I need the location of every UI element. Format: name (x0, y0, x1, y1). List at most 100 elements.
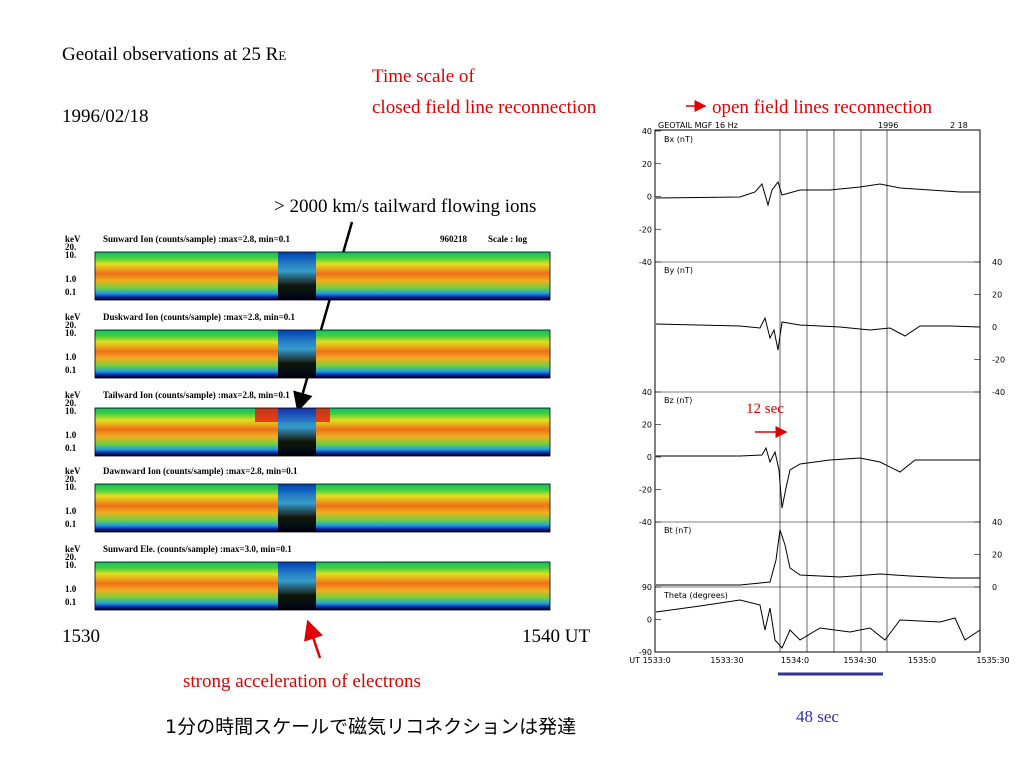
y-tick-label: 0 (992, 323, 997, 332)
note-48: 48 sec (796, 707, 839, 726)
y-tick-label: 0 (647, 453, 652, 462)
trace (655, 599, 981, 649)
unit-label: keV (65, 234, 81, 244)
panel-label: Tailward Ion (counts/sample) :max=2.8, m… (103, 390, 290, 400)
spectrum-burst (278, 562, 316, 610)
timescale-note: Time scale of (372, 66, 475, 87)
y-tick-label: 20 (992, 291, 1002, 300)
energy-tick: 1.0 (65, 506, 77, 516)
energy-tick: 1.0 (65, 584, 77, 594)
x-start: 1530 (62, 626, 100, 647)
spectrum-burst (278, 408, 316, 456)
energy-tick: 1.0 (65, 352, 77, 362)
title: Geotail observations at 25 RE (62, 44, 286, 65)
plot-frame (94, 251, 551, 301)
unit-label: keV (65, 390, 81, 400)
energy-tick: 20. (65, 320, 76, 330)
timescale-note: open field lines reconnection (712, 97, 933, 118)
energy-tick: 10. (65, 406, 76, 416)
energy-tick: 20. (65, 242, 76, 252)
y-tick-label: 40 (642, 127, 652, 136)
date: 1996/02/18 (62, 106, 149, 127)
spectrum-burst (278, 330, 316, 378)
plot-frame (94, 483, 551, 533)
unit-label: keV (65, 312, 81, 322)
energy-tick: 1.0 (65, 430, 77, 440)
timescale-note: closed field line reconnection (372, 97, 597, 118)
energy-tick: 0.1 (65, 597, 77, 607)
y-tick-label: -20 (992, 356, 1005, 365)
x-tick-label: UT 1533:0 (629, 656, 670, 665)
unit-label: keV (65, 544, 81, 554)
panel-extra: Scale : log (488, 234, 527, 244)
y-tick-label: -40 (639, 518, 652, 527)
spectrum (95, 330, 550, 378)
panel-extra: 960218 (440, 234, 468, 244)
energy-tick: 20. (65, 398, 76, 408)
electron-note: strong acceleration of electrons (183, 671, 421, 692)
y-tick-label: -90 (639, 648, 652, 657)
plot-frame (94, 329, 551, 379)
y-tick-label: 40 (992, 258, 1002, 267)
x-tick-label: 1535:0 (908, 656, 936, 665)
energy-tick: 0.1 (65, 443, 77, 453)
plot-frame (94, 407, 551, 457)
x-tick-label: 1534:0 (781, 656, 809, 665)
magnetometer: 12 sec 48 sec GEOTAIL MGF 16 Hz 1996 2 18 B… (629, 121, 1009, 726)
japanese-note: 1分の時間スケールで磁気リコネクションは発達 (165, 716, 576, 738)
panel-label: Sunward Ele. (counts/sample) :max=3.0, m… (103, 544, 292, 554)
spectrogram: keV Sunward Ion (counts/sample) :max=2.8,… (65, 234, 551, 611)
note-12: 12 sec (746, 401, 784, 417)
plot-frame (654, 129, 981, 653)
energy-tick: 0.1 (65, 519, 77, 529)
trace (656, 446, 980, 509)
energy-tick: 10. (65, 560, 76, 570)
ion-note: > 2000 km/s tailward flowing ions (274, 196, 536, 217)
y-tick-label: 90 (642, 583, 652, 592)
x-tick-label: 1534:30 (843, 656, 876, 665)
panel-label: Dawnward Ion (counts/sample) :max=2.8, m… (103, 466, 298, 476)
spectrum-burst (278, 484, 316, 532)
spectrum-burst (278, 252, 316, 300)
panel-label: Theta (degrees) (663, 591, 728, 600)
arrow (293, 221, 354, 413)
y-tick-label: 20 (992, 551, 1002, 560)
panel-label: Duskward Ion (counts/sample) :max=2.8, m… (103, 312, 296, 322)
y-tick-label: 0 (647, 616, 652, 625)
energy-tick: 10. (65, 250, 76, 260)
x-tick-label: 1535:30 (976, 656, 1009, 665)
y-tick-label: -20 (639, 225, 652, 234)
panel-label: Bz (nT) (664, 396, 692, 405)
spectrum (95, 484, 550, 532)
y-tick-label: 40 (992, 518, 1002, 527)
arrow (304, 619, 324, 659)
y-tick-label: 40 (642, 388, 652, 397)
spectrum (95, 562, 550, 610)
energy-tick: 20. (65, 552, 76, 562)
y-tick-label: -20 (639, 486, 652, 495)
panel-label: By (nT) (664, 266, 693, 275)
spectrum (95, 252, 550, 300)
panel-label: Bt (nT) (664, 526, 691, 535)
energy-tick: 10. (65, 482, 76, 492)
unit-label: keV (65, 466, 81, 476)
x-end: 1540 UT (522, 626, 590, 647)
trace (656, 529, 980, 586)
y-tick-label: 20 (642, 160, 652, 169)
plot-frame (94, 561, 551, 611)
panel-label: Bx (nT) (664, 135, 693, 144)
y-tick-label: 0 (992, 583, 997, 592)
y-tick-label: 0 (647, 193, 652, 202)
y-tick-label: -40 (639, 258, 652, 267)
y-tick-label: -40 (992, 388, 1005, 397)
header: 1996 (878, 121, 898, 130)
energy-tick: 0.1 (65, 365, 77, 375)
y-tick-label: 20 (642, 421, 652, 430)
energy-tick: 20. (65, 474, 76, 484)
trace (655, 316, 981, 351)
header: GEOTAIL MGF 16 Hz (658, 121, 738, 130)
energy-tick: 10. (65, 328, 76, 338)
trace (655, 180, 980, 207)
panel-label: Sunward Ion (counts/sample) :max=2.8, mi… (103, 234, 291, 244)
